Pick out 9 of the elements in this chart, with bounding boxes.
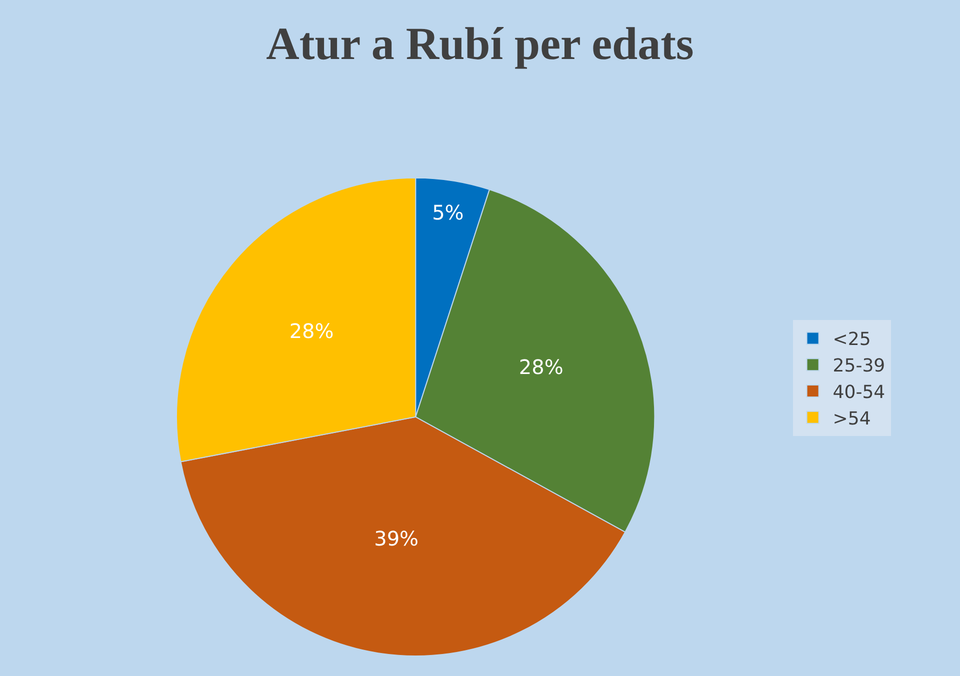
- data-label: 5%: [432, 200, 464, 225]
- data-label: 39%: [374, 526, 419, 551]
- legend-label: >54: [832, 408, 871, 430]
- chart-title: Atur a Rubí per edats: [266, 18, 694, 70]
- legend-label: <25: [832, 329, 871, 350]
- legend-label: 25-39: [832, 356, 886, 377]
- legend-label: 40-54: [832, 382, 886, 404]
- data-label: 28%: [518, 355, 564, 380]
- data-label: 28%: [289, 318, 334, 343]
